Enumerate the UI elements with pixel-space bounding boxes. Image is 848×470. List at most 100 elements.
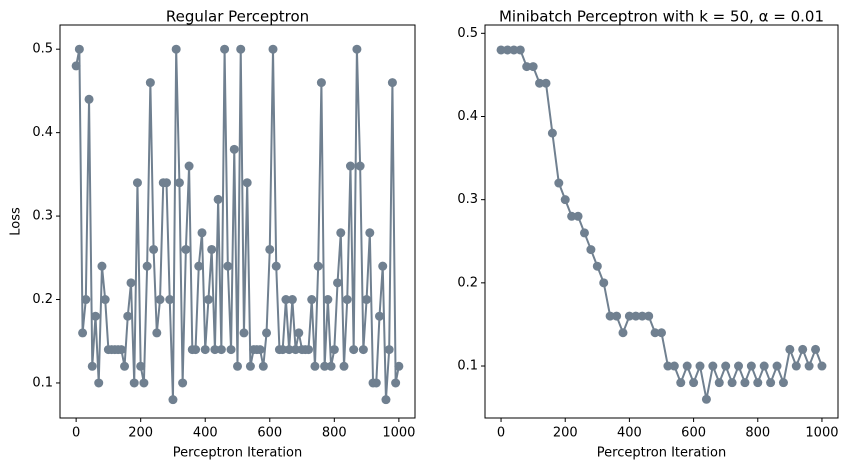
marker bbox=[579, 228, 589, 238]
y-tick-label: 0.4 bbox=[457, 109, 478, 124]
marker bbox=[262, 328, 272, 338]
marker bbox=[586, 245, 596, 255]
marker bbox=[123, 311, 133, 321]
marker bbox=[268, 44, 278, 54]
marker bbox=[740, 378, 750, 388]
marker bbox=[245, 361, 255, 371]
marker bbox=[669, 361, 679, 371]
marker bbox=[371, 378, 381, 388]
x-tick-label: 400 bbox=[193, 426, 218, 441]
y-tick-label: 0.3 bbox=[32, 209, 53, 224]
marker bbox=[171, 44, 181, 54]
marker bbox=[162, 178, 171, 188]
marker bbox=[181, 244, 191, 254]
marker bbox=[229, 144, 239, 154]
y-tick-label: 0.3 bbox=[457, 192, 478, 207]
marker bbox=[200, 345, 210, 355]
marker bbox=[307, 295, 317, 305]
marker bbox=[100, 295, 110, 305]
marker bbox=[785, 344, 795, 354]
line bbox=[501, 48, 823, 400]
marker bbox=[116, 345, 126, 355]
marker bbox=[78, 328, 88, 338]
x-tick-label: 600 bbox=[257, 426, 282, 441]
marker bbox=[502, 45, 512, 55]
marker bbox=[323, 295, 333, 305]
marker bbox=[142, 261, 152, 271]
marker bbox=[210, 345, 220, 355]
marker bbox=[265, 244, 275, 254]
marker bbox=[676, 378, 686, 388]
marker bbox=[528, 62, 538, 72]
marker bbox=[71, 61, 81, 71]
marker bbox=[94, 378, 104, 388]
marker bbox=[339, 361, 349, 371]
marker bbox=[624, 311, 634, 321]
marker bbox=[91, 311, 100, 321]
marker bbox=[695, 361, 705, 371]
marker bbox=[310, 361, 320, 371]
x-tick-label: 600 bbox=[681, 426, 706, 441]
marker bbox=[226, 345, 236, 355]
marker bbox=[336, 228, 346, 238]
marker bbox=[313, 261, 323, 271]
marker bbox=[721, 361, 731, 371]
marker bbox=[612, 311, 622, 321]
marker bbox=[535, 78, 545, 88]
marker bbox=[599, 278, 609, 288]
marker bbox=[342, 295, 352, 305]
marker bbox=[329, 345, 339, 355]
marker bbox=[753, 378, 763, 388]
marker bbox=[766, 378, 776, 388]
marker bbox=[168, 395, 178, 405]
marker bbox=[126, 278, 136, 288]
marker bbox=[560, 195, 570, 205]
marker bbox=[213, 194, 223, 204]
marker bbox=[203, 295, 213, 305]
marker bbox=[233, 361, 242, 371]
marker bbox=[326, 361, 336, 371]
marker bbox=[394, 361, 404, 371]
marker bbox=[817, 361, 827, 371]
marker bbox=[734, 361, 744, 371]
marker bbox=[759, 361, 769, 371]
marker bbox=[132, 178, 142, 188]
marker bbox=[791, 361, 801, 371]
y-tick-label: 0.5 bbox=[457, 26, 478, 41]
x-axis-label: Perceptron Iteration bbox=[597, 446, 726, 461]
marker bbox=[149, 244, 159, 254]
x-tick-label: 800 bbox=[745, 426, 770, 441]
y-tick-label: 0.2 bbox=[32, 292, 53, 307]
y-tick-label: 0.2 bbox=[457, 275, 478, 290]
marker bbox=[333, 278, 343, 288]
marker bbox=[242, 178, 252, 188]
x-tick-label: 1000 bbox=[805, 426, 838, 441]
marker bbox=[207, 244, 217, 254]
marker bbox=[97, 261, 107, 271]
marker bbox=[375, 311, 384, 321]
marker bbox=[155, 295, 165, 305]
x-tick-label: 0 bbox=[72, 426, 80, 441]
marker bbox=[547, 128, 557, 138]
marker bbox=[772, 361, 782, 371]
marker bbox=[387, 78, 397, 88]
marker bbox=[365, 228, 375, 238]
marker bbox=[592, 261, 602, 271]
marker bbox=[271, 261, 281, 271]
marker bbox=[355, 161, 365, 171]
marker bbox=[304, 345, 313, 355]
marker bbox=[174, 178, 184, 188]
marker bbox=[618, 328, 628, 338]
marker bbox=[362, 295, 372, 305]
marker bbox=[541, 78, 551, 88]
marker bbox=[391, 378, 401, 388]
marker bbox=[74, 44, 84, 54]
marker bbox=[804, 361, 814, 371]
marker bbox=[746, 361, 756, 371]
marker bbox=[567, 211, 577, 221]
marker bbox=[84, 94, 94, 104]
marker bbox=[778, 378, 788, 388]
marker bbox=[165, 295, 175, 305]
marker bbox=[136, 361, 146, 371]
marker bbox=[631, 311, 641, 321]
